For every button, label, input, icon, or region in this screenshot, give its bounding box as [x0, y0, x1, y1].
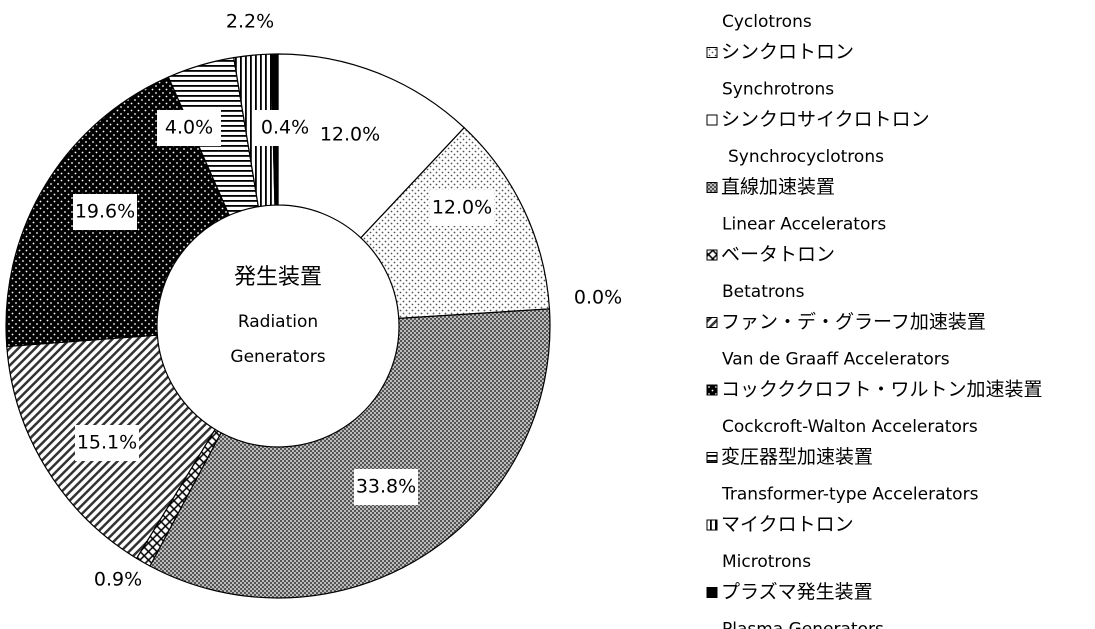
- data-label: 0.4%: [261, 117, 309, 139]
- legend-label: ベータトロン: [721, 244, 835, 266]
- legend-marker: [706, 452, 718, 463]
- legend-marker: [706, 47, 718, 58]
- data-label: 4.0%: [165, 117, 213, 139]
- legend-label-en: Cyclotrons: [722, 12, 812, 32]
- legend-label-en: Betatrons: [722, 282, 805, 302]
- legend-label-en: Transformer-type Accelerators: [721, 485, 979, 505]
- legend-label-en: Cockcroft-Walton Accelerators: [722, 417, 978, 437]
- data-label: 12.0%: [432, 197, 492, 219]
- slice: [277, 53, 466, 239]
- data-label: 0.9%: [94, 569, 142, 591]
- legend-label-en: Synchrotrons: [722, 80, 834, 100]
- legend-marker: [706, 182, 718, 193]
- label-box: [157, 110, 221, 146]
- legend-label-en: Microtrons: [722, 552, 811, 572]
- data-label: 33.8%: [356, 476, 416, 498]
- legend-marker: [706, 587, 718, 598]
- label-box: [75, 425, 139, 461]
- data-label: 12.0%: [320, 124, 380, 146]
- legend-label-en: Linear Accelerators: [722, 215, 886, 235]
- legend-label: シンクロサイクロトロン: [721, 109, 930, 131]
- legend-marker: [706, 317, 718, 328]
- data-label: 2.2%: [226, 11, 274, 33]
- center-title: Radiation: [238, 312, 318, 332]
- legend-marker: [706, 519, 718, 531]
- legend-label-en: Synchrocyclotrons: [728, 147, 884, 167]
- legend-label: コックククロフト・ワルトン加速装置: [721, 379, 1042, 401]
- legend-label-en: Plasma Generators: [722, 620, 884, 629]
- legend-marker: [706, 384, 718, 396]
- legend-label: プラズマ発生装置: [721, 581, 873, 603]
- legend-marker: [706, 114, 718, 126]
- legend-label: ファン・デ・グラーフ加速装置: [721, 311, 986, 333]
- label-box: [73, 194, 137, 230]
- legend-label: 直線加速装置: [721, 176, 835, 198]
- legend-label: シンクロトロン: [721, 41, 854, 63]
- label-box: [430, 190, 494, 226]
- data-label: 0.0%: [574, 287, 622, 309]
- slice: [149, 308, 551, 599]
- data-label: 19.6%: [75, 201, 135, 223]
- center-title: 発生装置: [234, 265, 322, 290]
- legend-marker: [706, 249, 718, 261]
- legend-label: マイクロトロン: [721, 514, 854, 536]
- legend-label: 変圧器型加速装置: [721, 446, 873, 468]
- data-label: 15.1%: [77, 432, 137, 454]
- label-box: [354, 469, 418, 505]
- legend-label-en: Van de Graaff Accelerators: [722, 350, 950, 370]
- center-title: Generators: [230, 347, 325, 367]
- label-box: [253, 110, 317, 146]
